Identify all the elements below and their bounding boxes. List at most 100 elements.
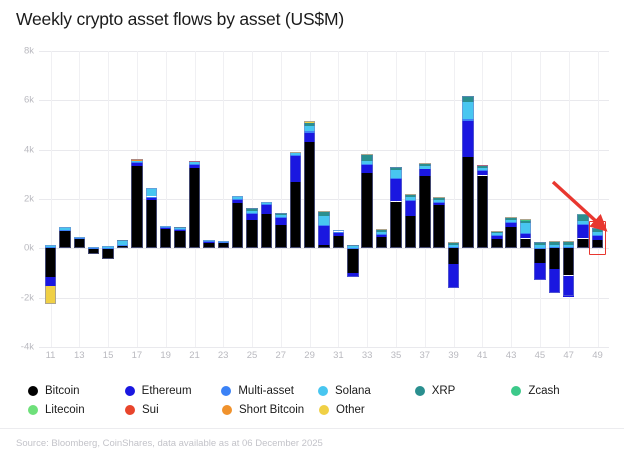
bar-segment-ethereum <box>217 242 229 243</box>
bar-segment-ethereum <box>577 225 589 239</box>
x-axis-tick: 49 <box>592 350 603 361</box>
bar-segment-ethereum <box>447 264 460 288</box>
legend-swatch-icon <box>28 404 38 415</box>
gridline-x <box>539 51 541 347</box>
legend-label: Litecoin <box>45 403 85 416</box>
legend-item-solana[interactable]: Solana <box>318 385 415 397</box>
legend-item-short-bitcoin[interactable]: Short Bitcoin <box>222 404 319 416</box>
bar-segment-bitcoin <box>203 242 215 249</box>
bar-segment-xrp <box>462 95 474 103</box>
bar-segment-bitcoin <box>332 236 345 249</box>
bar-segment-solana <box>505 220 517 223</box>
bar-segment-solana <box>44 244 57 248</box>
bar-segment-bitcoin <box>318 244 330 249</box>
bar-segment-ethereum <box>188 164 201 169</box>
bar-segment-solana <box>519 222 532 234</box>
bar-segment-xrp <box>433 198 445 200</box>
legend-label: Bitcoin <box>45 384 80 397</box>
bar-segment-multi-asset <box>534 247 546 249</box>
bar-segment-bitcoin <box>116 245 129 249</box>
bar-segment-multi-asset <box>73 237 85 239</box>
x-axis-tick: 19 <box>160 350 171 361</box>
bar-segment-bitcoin <box>347 248 359 273</box>
bar-segment-solana <box>116 241 129 246</box>
bar-segment-ethereum <box>548 269 560 293</box>
bar-segment-solana <box>275 214 287 217</box>
bar-segment-ethereum <box>491 236 503 239</box>
bar-segment-multi-asset <box>505 222 517 223</box>
legend-item-multi-asset[interactable]: Multi-asset <box>221 385 318 397</box>
bar-segment-xrp <box>361 155 373 161</box>
bar-segment-ethereum <box>260 205 273 214</box>
legend-item-zcash[interactable]: Zcash <box>511 385 608 397</box>
x-axis-tick: 33 <box>361 350 373 361</box>
bar-segment-solana <box>534 244 546 248</box>
gridline-x <box>165 51 167 347</box>
bar-segment-short-bitcoin <box>131 158 143 161</box>
bar-segment-solana <box>375 231 388 234</box>
legend-swatch-icon <box>318 385 329 396</box>
bar-segment-multi-asset <box>102 247 114 249</box>
source-note: Source: Bloomberg, CoinShares, data avai… <box>16 438 323 449</box>
gridline-x <box>79 51 81 347</box>
bar-segment-bitcoin <box>188 168 201 249</box>
gridline-x <box>108 51 110 347</box>
bar-segment-multi-asset <box>347 247 359 249</box>
plot-area <box>39 51 609 348</box>
x-axis-tick: 47 <box>563 350 574 361</box>
gridline-x <box>511 51 513 347</box>
bar-segment-solana <box>433 199 445 202</box>
x-axis-tick: 41 <box>477 350 488 361</box>
legend-swatch-icon <box>124 385 135 396</box>
x-axis-tick: 39 <box>448 350 459 361</box>
bar-segment-bitcoin <box>476 175 489 249</box>
bar-segment-ethereum <box>44 277 57 286</box>
bar-segment-bitcoin <box>289 181 301 249</box>
bar-segment-ethereum <box>289 155 301 182</box>
bar-segment-multi-asset <box>303 131 316 133</box>
bar-segment-xrp <box>447 243 460 245</box>
bar-segment-ethereum <box>534 263 546 281</box>
legend-item-bitcoin[interactable]: Bitcoin <box>28 385 125 397</box>
bar-segment-multi-asset <box>289 154 301 156</box>
bar-segment-bitcoin <box>275 224 287 249</box>
bar-segment-multi-asset <box>591 235 604 236</box>
legend-item-ethereum[interactable]: Ethereum <box>124 385 222 397</box>
bar-segment-solana <box>577 221 589 225</box>
x-axis-tick: 21 <box>189 350 200 361</box>
legend-item-xrp[interactable]: XRP <box>414 384 512 397</box>
bar-segment-other <box>44 285 57 304</box>
bar-segment-bitcoin <box>519 238 532 249</box>
legend-swatch-icon <box>221 385 232 396</box>
y-axis-tick: 6k <box>23 94 34 106</box>
bar-segment-multi-asset <box>116 245 129 247</box>
bar-segment-ethereum <box>361 164 373 174</box>
legend-item-litecoin[interactable]: Litecoin <box>28 404 125 416</box>
bar-segment-solana <box>591 232 604 236</box>
bar-segment-ethereum <box>433 202 445 206</box>
bar-segment-multi-asset <box>44 247 57 249</box>
bar-segment-ethereum <box>174 229 186 231</box>
legend-swatch-icon <box>125 404 135 415</box>
gridline-x <box>453 51 455 347</box>
gridline-x <box>338 51 340 347</box>
bar-segment-ethereum <box>159 227 172 230</box>
bar-segment-multi-asset <box>433 201 445 203</box>
bar-segment-xrp <box>476 165 489 168</box>
bar-segment-multi-asset <box>476 170 489 172</box>
bar-segment-solana <box>390 170 402 179</box>
bar-segment-bitcoin <box>404 216 417 249</box>
legend-label: XRP <box>431 384 456 397</box>
bar-segment-xrp <box>375 229 388 232</box>
bar-segment-bitcoin <box>246 220 258 249</box>
bar-segment-xrp <box>562 242 575 245</box>
bar-segment-multi-asset <box>217 241 229 243</box>
bar-segment-bitcoin <box>419 175 431 249</box>
gridline-y <box>39 297 609 299</box>
bar-segment-bitcoin <box>303 142 316 249</box>
bar-segment-bitcoin <box>462 156 474 249</box>
bar-segment-solana <box>476 167 489 171</box>
legend-item-other[interactable]: Other <box>319 404 416 416</box>
legend-item-sui[interactable]: Sui <box>125 404 222 416</box>
bar-segment-bitcoin <box>505 227 517 249</box>
